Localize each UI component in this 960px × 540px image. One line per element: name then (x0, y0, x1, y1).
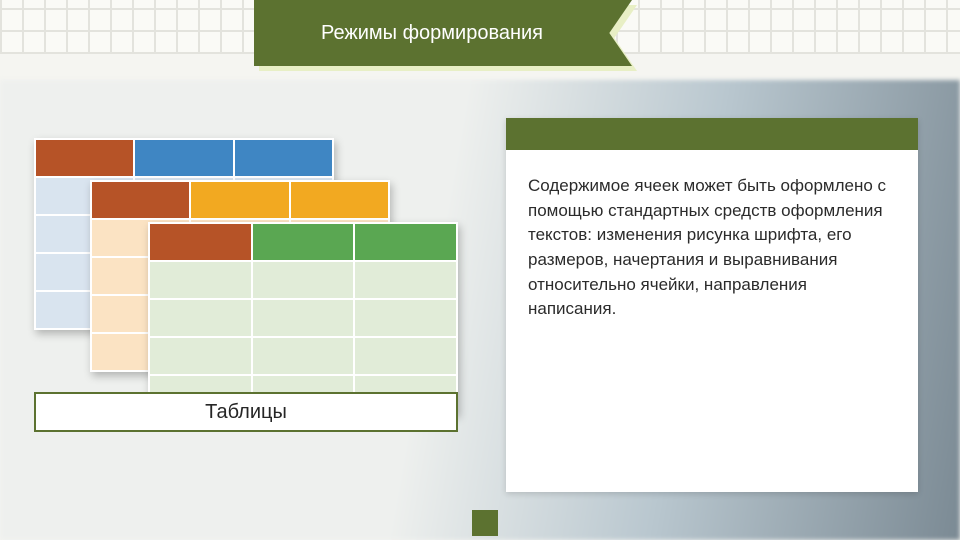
tables-infographic: Таблицы (34, 138, 458, 442)
tables-label: Таблицы (34, 392, 458, 432)
description-panel: Содержимое ячеек может быть оформлено с … (506, 118, 918, 492)
description-text: Содержимое ячеек может быть оформлено с … (506, 150, 918, 492)
table-front-green (148, 222, 458, 414)
page-title: Режимы формирования (254, 0, 610, 66)
accent-square-icon (472, 510, 498, 536)
description-panel-bar (506, 118, 918, 150)
